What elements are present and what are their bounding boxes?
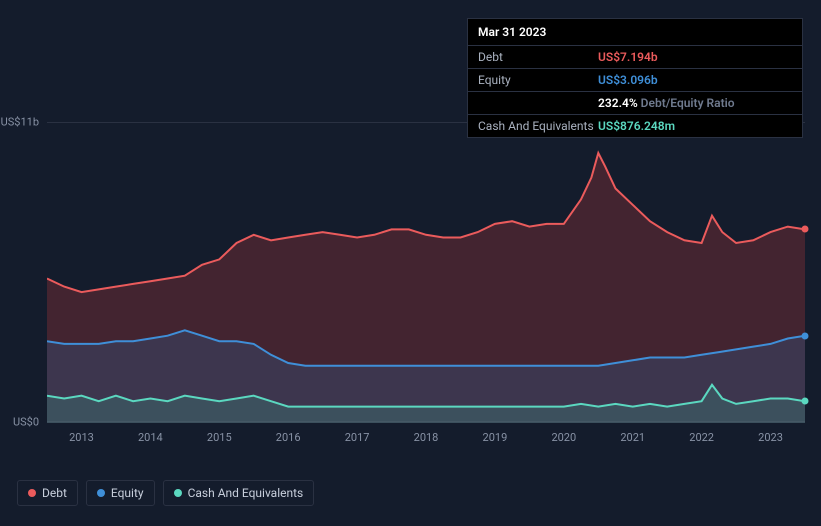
x-tick: 2022 <box>689 431 714 444</box>
legend-dot-icon <box>28 489 36 497</box>
legend-dot-icon <box>174 489 182 497</box>
y-axis-top-label: US$11b <box>1 116 39 129</box>
tooltip-label: Cash And Equivalents <box>478 119 598 133</box>
x-tick: 2015 <box>207 431 232 444</box>
tooltip-value: 232.4% Debt/Equity Ratio <box>598 96 735 110</box>
legend-item-equity[interactable]: Equity <box>86 480 155 506</box>
x-tick: 2019 <box>483 431 508 444</box>
end-dot-cash-and-equivalents <box>802 398 809 405</box>
tooltip-value: US$3.096b <box>598 73 658 87</box>
legend-item-debt[interactable]: Debt <box>17 480 78 506</box>
x-tick: 2023 <box>758 431 783 444</box>
chart-container: US$11b US$0 2013201420152016201720182019… <box>17 122 805 422</box>
tooltip-value: US$876.248m <box>598 119 675 133</box>
legend-label: Debt <box>42 486 67 500</box>
tooltip-label <box>478 96 598 110</box>
legend-item-cash-and-equivalents[interactable]: Cash And Equivalents <box>163 480 315 506</box>
end-dot-equity <box>802 332 809 339</box>
tooltip-label: Debt <box>478 50 598 64</box>
end-dot-debt <box>802 226 809 233</box>
x-tick: 2018 <box>414 431 439 444</box>
tooltip-date: Mar 31 2023 <box>468 19 802 46</box>
x-tick: 2014 <box>138 431 163 444</box>
x-tick: 2017 <box>345 431 370 444</box>
x-tick: 2013 <box>69 431 94 444</box>
x-tick: 2020 <box>551 431 576 444</box>
tooltip-row: 232.4% Debt/Equity Ratio <box>468 92 802 115</box>
x-axis: 2013 2014 2015 2016 2017 2018 2019 2020 2021 2022… <box>47 427 805 447</box>
plot-area[interactable] <box>47 122 805 422</box>
legend-label: Cash And Equivalents <box>188 486 304 500</box>
legend: Debt Equity Cash And Equivalents <box>17 480 314 506</box>
tooltip-panel: Mar 31 2023 DebtUS$7.194bEquityUS$3.096b… <box>467 18 803 138</box>
legend-label: Equity <box>111 486 144 500</box>
x-tick: 2016 <box>276 431 301 444</box>
tooltip-value: US$7.194b <box>598 50 658 64</box>
y-axis-bottom-label: US$0 <box>13 416 39 429</box>
tooltip-row: Cash And EquivalentsUS$876.248m <box>468 115 802 137</box>
tooltip-row: DebtUS$7.194b <box>468 46 802 69</box>
legend-dot-icon <box>97 489 105 497</box>
x-tick: 2021 <box>620 431 645 444</box>
tooltip-label: Equity <box>478 73 598 87</box>
tooltip-row: EquityUS$3.096b <box>468 69 802 92</box>
